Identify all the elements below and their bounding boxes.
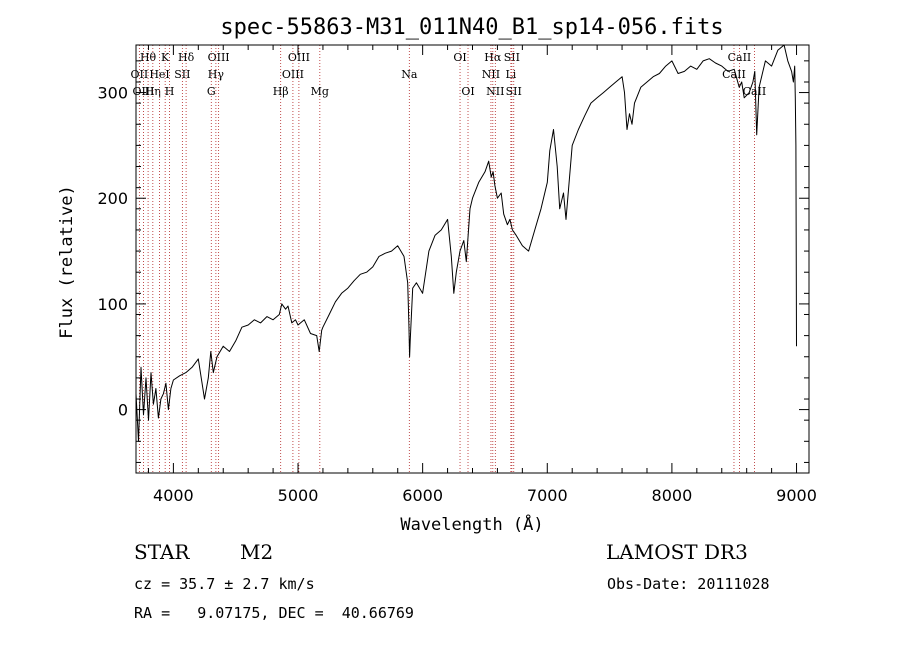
marker-label-22: SII — [504, 51, 520, 64]
marker-label-15: Mg — [311, 85, 329, 98]
marker-label-24: SII — [506, 85, 522, 98]
marker-label-27: CaII — [743, 85, 767, 98]
marker-label-3: Hη — [145, 85, 161, 98]
y-axis-ticks: 0 100 200 300 — [97, 60, 809, 463]
marker-label-11: G — [207, 85, 216, 98]
marker-label-18: OI — [461, 85, 474, 98]
marker-label-12: Hβ — [273, 85, 289, 98]
x-tick-label-5: 9000 — [776, 486, 817, 505]
marker-label-23: Li — [505, 68, 516, 81]
marker-label-21: NII — [486, 85, 504, 98]
y-tick-label-3: 300 — [97, 84, 128, 103]
x-axis-label: Wavelength (Å) — [400, 513, 543, 535]
x-axis-ticks: 4000 5000 6000 7000 8000 9000 — [147, 45, 817, 505]
object-subclass: M2 — [240, 540, 274, 564]
spectrum-series — [135, 44, 797, 442]
y-tick-label-2: 200 — [97, 189, 128, 208]
x-tick-label-3: 7000 — [527, 486, 568, 505]
object-class: STAR — [134, 540, 190, 564]
y-tick-label-1: 100 — [97, 295, 128, 314]
marker-label-10: Hγ — [208, 68, 225, 81]
y-tick-label-0: 0 — [118, 401, 128, 420]
chart-title: spec-55863-M31_011N40_B1_sp14-056.fits — [220, 15, 723, 40]
marker-label-16: Na — [401, 68, 418, 81]
plot-frame — [135, 44, 810, 474]
marker-label-9: OIII — [208, 51, 230, 64]
marker-label-13: OIII — [288, 51, 310, 64]
marker-label-0: Hθ — [140, 51, 157, 64]
x-tick-label-0: 4000 — [153, 486, 194, 505]
marker-label-14: OIII — [282, 68, 304, 81]
marker-label-8: Hδ — [178, 51, 195, 64]
observation-date: Obs-Date: 20111028 — [607, 575, 770, 593]
series-line-0 — [135, 44, 797, 442]
y-axis-label: Flux (relative) — [57, 185, 77, 339]
x-tick-label-4: 8000 — [652, 486, 693, 505]
marker-label-17: OI — [453, 51, 466, 64]
marker-label-7: SII — [174, 68, 190, 81]
survey-name: LAMOST DR3 — [606, 540, 748, 564]
marker-label-1: OII — [131, 68, 149, 81]
x-tick-label-1: 5000 — [278, 486, 319, 505]
coordinates: RA = 9.07175, DEC = 40.66769 — [134, 604, 414, 622]
marker-label-4: HeI — [149, 68, 169, 81]
marker-label-6: H — [165, 85, 175, 98]
marker-label-19: Hα — [484, 51, 502, 64]
marker-label-2: OIII — [132, 85, 154, 98]
marker-label-20: NII — [482, 68, 500, 81]
marker-label-25: CaII — [728, 51, 752, 64]
redshift-velocity: cz = 35.7 ± 2.7 km/s — [134, 575, 315, 593]
marker-label-5: K — [161, 51, 170, 64]
x-tick-label-2: 6000 — [402, 486, 443, 505]
